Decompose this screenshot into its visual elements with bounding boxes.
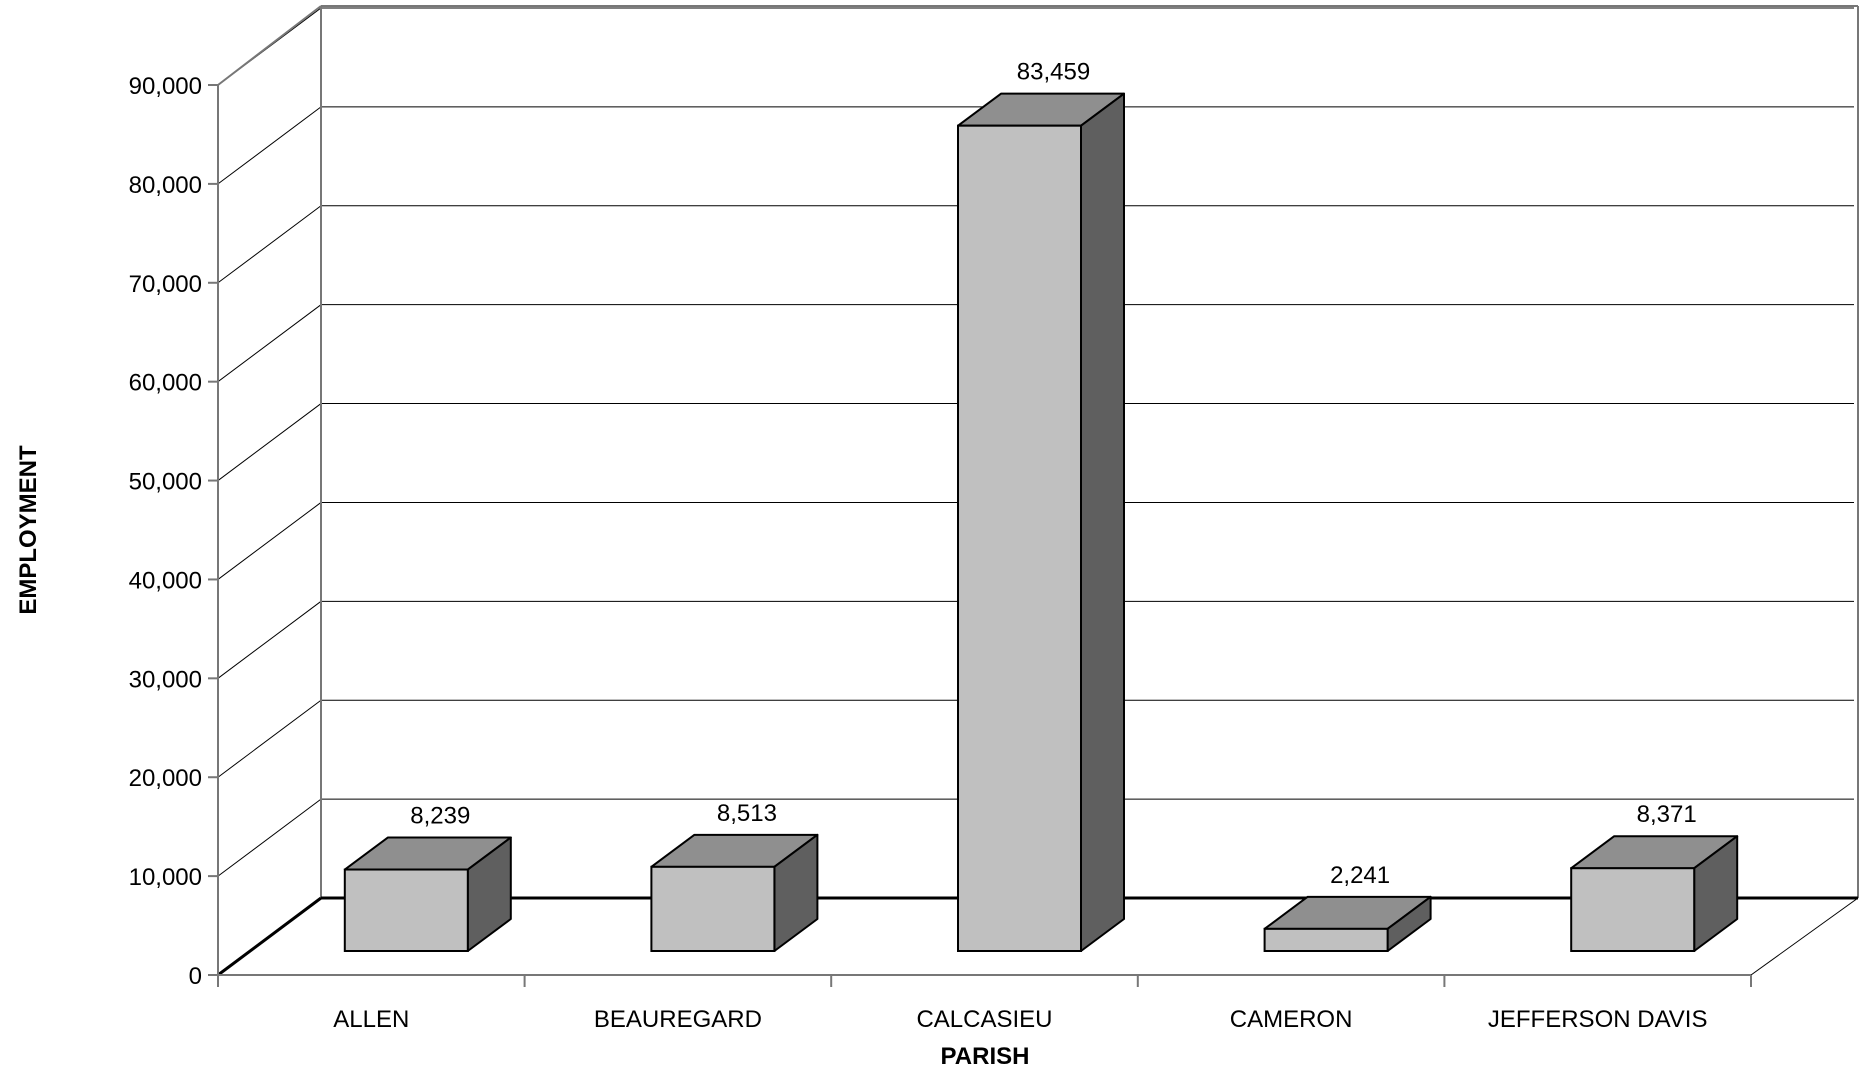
y-axis-title: EMPLOYMENT <box>15 445 42 615</box>
gridline-diagonal <box>217 205 322 284</box>
bars <box>343 92 1739 953</box>
side-wall-top-edge <box>217 5 322 86</box>
bar-front <box>650 865 776 953</box>
bar-front <box>1570 867 1696 952</box>
bar <box>1263 895 1432 952</box>
gridline-diagonal <box>217 600 322 679</box>
gridline-diagonal <box>217 106 322 185</box>
bar <box>957 92 1125 952</box>
bar-value-label: 8,513 <box>717 800 777 827</box>
bar-value-label: 83,459 <box>1017 59 1090 86</box>
bar <box>1570 835 1739 952</box>
gridline-diagonal <box>217 699 322 778</box>
y-tick-label: 90,000 <box>129 73 202 100</box>
x-tick-label: ALLEN <box>333 1006 409 1033</box>
x-tick-label: BEAUREGARD <box>594 1006 762 1033</box>
x-axis: ALLEN BEAUREGARD CALCASIEU CAMERON JEFFERSON… <box>217 974 1752 1033</box>
y-tick-label: 60,000 <box>129 370 202 397</box>
y-tick-label: 70,000 <box>129 271 202 298</box>
y-tick-label: 0 <box>189 963 202 990</box>
y-tick-label: 50,000 <box>129 469 202 496</box>
x-tick-label: CAMERON <box>1230 1006 1353 1033</box>
x-tick-label: CALCASIEU <box>916 1006 1052 1033</box>
bar-front <box>957 124 1082 952</box>
y-tick-label: 30,000 <box>129 666 202 693</box>
bar-front <box>343 868 469 953</box>
bar-value-label: 8,371 <box>1637 801 1697 828</box>
y-tick-label: 20,000 <box>129 765 202 792</box>
bar-value-label: 8,239 <box>410 803 470 830</box>
floor-left-edge <box>217 896 322 977</box>
bar-front <box>1263 927 1389 952</box>
bar <box>650 833 819 953</box>
y-axis: 0 10,000 20,000 30,000 40,000 50,000 60,000 70,… <box>129 73 219 990</box>
data-labels: 8,239 8,513 83,459 2,241 8,371 <box>410 59 1696 889</box>
gridline-diagonal <box>217 502 322 580</box>
bar-side <box>1080 92 1125 952</box>
y-tick-label: 10,000 <box>129 864 202 891</box>
floor-right-edge <box>1750 897 1859 976</box>
y-tick-label: 80,000 <box>129 172 202 199</box>
gridline-diagonal <box>217 304 322 383</box>
x-tick-label: JEFFERSON DAVIS <box>1488 1006 1708 1033</box>
bar-value-label: 2,241 <box>1330 862 1390 889</box>
bar <box>343 836 512 953</box>
x-axis-title: PARISH <box>941 1043 1030 1069</box>
y-tick-label: 40,000 <box>129 567 202 594</box>
gridline-diagonal <box>217 403 322 481</box>
gridline-diagonal <box>217 798 322 877</box>
